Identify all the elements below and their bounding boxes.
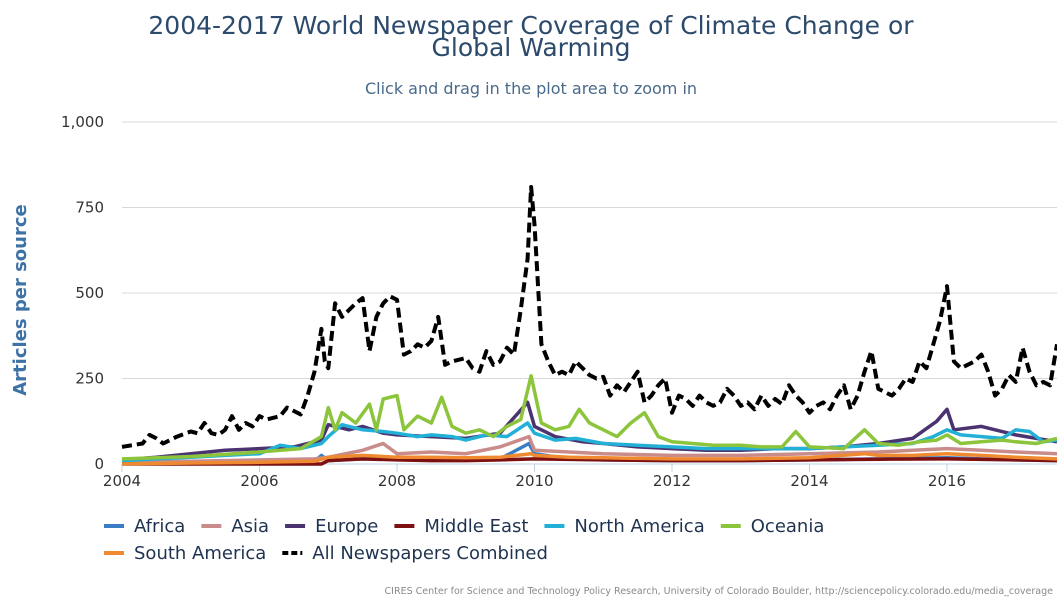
y-axis-label: Articles per source xyxy=(10,204,31,396)
series-line-oceania[interactable] xyxy=(121,374,1057,461)
series-line-north-america[interactable] xyxy=(121,421,1057,463)
plot-area[interactable] xyxy=(121,185,1057,466)
x-axis-ticks: 2004 2006 2008 2010 2012 2014 2016 xyxy=(103,464,966,490)
chart-title-line-1: 2004-2017 World Newspaper Coverage of Cl… xyxy=(148,11,914,40)
legend-label: Oceania xyxy=(751,516,825,537)
grid-lines xyxy=(122,121,1057,465)
legend-item-south-america[interactable]: South America xyxy=(104,543,266,564)
legend: Africa Asia Europe Middle East North America… xyxy=(104,516,824,564)
x-tick-label: 2004 xyxy=(103,472,141,490)
legend-item-all-newspapers-combined[interactable]: All Newspapers Combined xyxy=(282,543,548,564)
legend-item-asia[interactable]: Asia xyxy=(201,516,269,537)
legend-item-europe[interactable]: Europe xyxy=(285,516,378,537)
y-tick-label: 1,000 xyxy=(61,113,104,131)
series-line-all-newspapers-combined[interactable] xyxy=(121,185,1057,449)
legend-label: Middle East xyxy=(424,516,528,537)
legend-item-middle-east[interactable]: Middle East xyxy=(394,516,528,537)
y-axis-ticks: 0 250 500 750 1,000 xyxy=(61,113,104,473)
y-tick-label: 0 xyxy=(94,455,104,473)
legend-label: Asia xyxy=(231,516,269,537)
x-tick-label: 2016 xyxy=(928,472,966,490)
legend-label: Europe xyxy=(315,516,378,537)
chart-credits[interactable]: CIRES Center for Science and Technology … xyxy=(385,586,1054,597)
legend-label: North America xyxy=(574,516,704,537)
y-tick-label: 500 xyxy=(75,284,104,302)
legend-item-oceania[interactable]: Oceania xyxy=(720,516,825,537)
legend-item-north-america[interactable]: North America xyxy=(544,516,705,537)
legend-label: All Newspapers Combined xyxy=(312,543,548,564)
x-tick-label: 2012 xyxy=(653,472,691,490)
y-tick-label: 750 xyxy=(75,199,104,217)
chart-title-line-2: Global Warming xyxy=(432,33,631,62)
legend-label: Africa xyxy=(134,516,185,537)
x-tick-label: 2014 xyxy=(790,472,828,490)
x-tick-label: 2010 xyxy=(515,472,553,490)
legend-item-africa[interactable]: Africa xyxy=(104,516,185,537)
series-line-middle-east[interactable] xyxy=(122,457,1057,466)
y-tick-label: 250 xyxy=(75,370,104,388)
chart-subtitle: Click and drag in the plot area to zoom … xyxy=(365,79,697,98)
series-line-south-america[interactable] xyxy=(121,451,1057,466)
x-tick-label: 2006 xyxy=(240,472,278,490)
legend-label: South America xyxy=(134,543,266,564)
x-tick-label: 2008 xyxy=(378,472,416,490)
